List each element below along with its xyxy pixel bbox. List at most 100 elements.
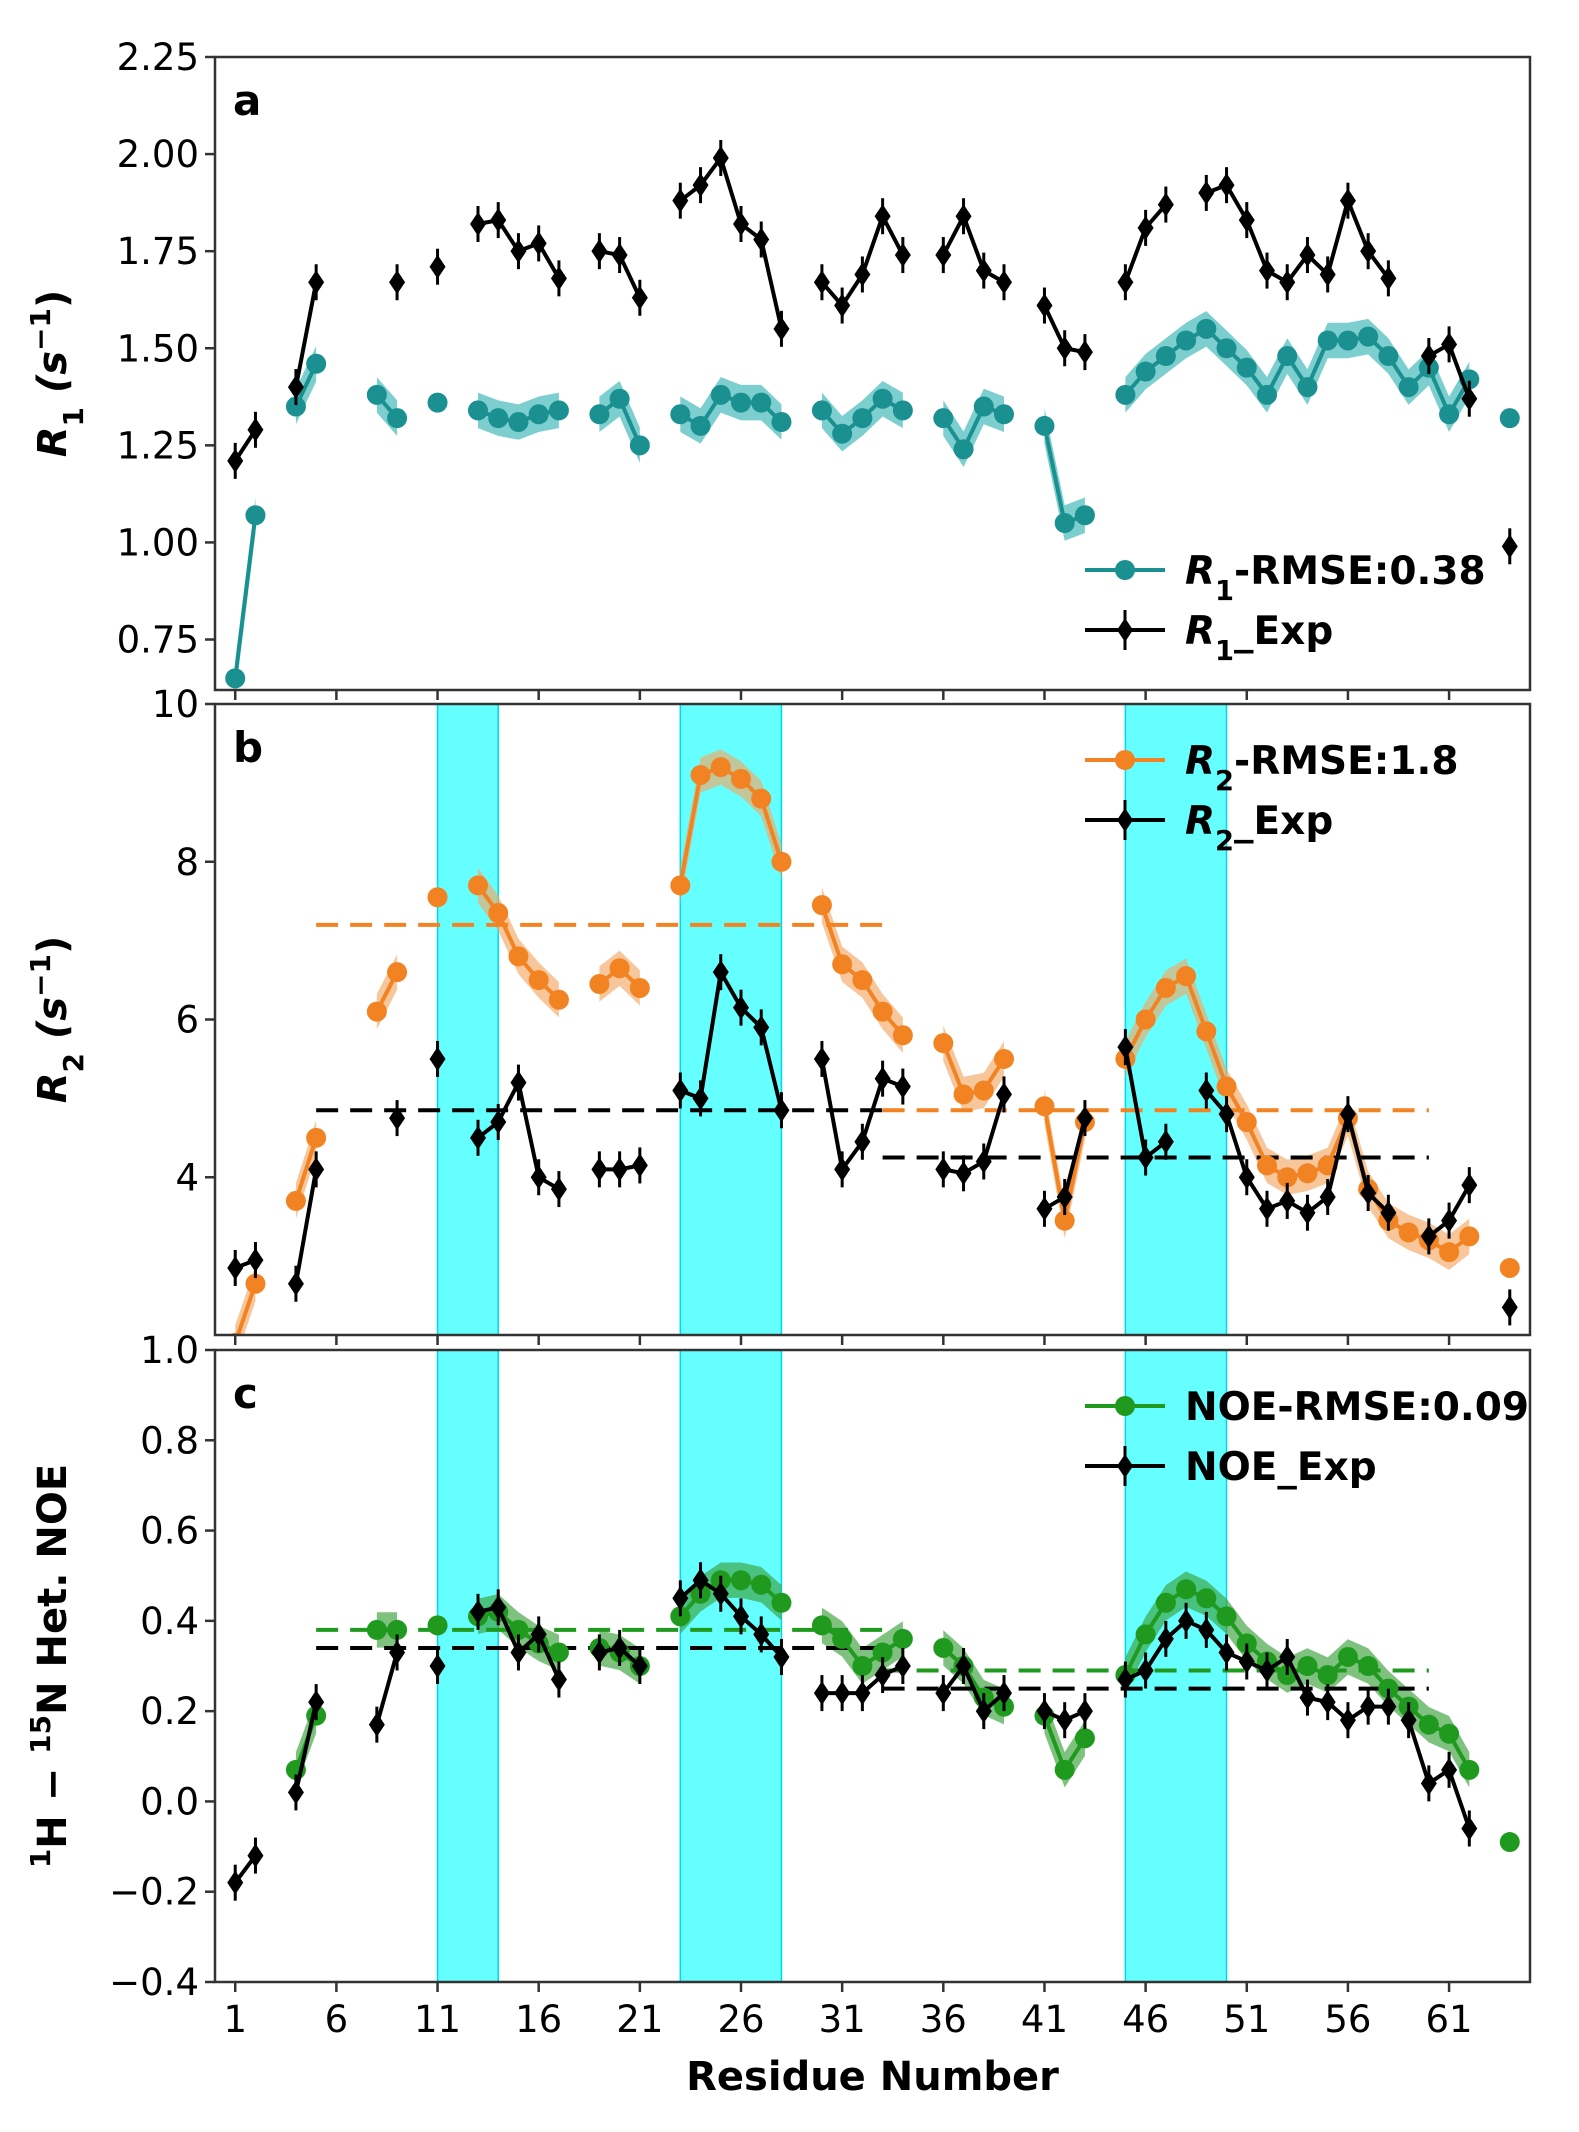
data-point [1499,1257,1520,1278]
data-point [1216,1606,1237,1627]
data-point [813,270,830,295]
data-point [609,958,630,979]
data-point [1319,1690,1336,1715]
series-line [1205,182,1390,285]
confidence-band [680,749,782,904]
data-point [874,1663,891,1688]
data-point [285,396,306,417]
series-line [941,1662,1006,1715]
legend-entry: NOE_Exp [1085,1445,1377,1490]
data-point [832,1628,853,1649]
series-line [678,764,784,886]
data-point [225,668,246,689]
data-point [490,208,507,233]
data-point [892,1628,913,1649]
data-point [1279,1644,1296,1669]
data-point [389,1106,406,1131]
panel-c-noe: −0.4−0.20.00.20.40.60.81.01 6 11 16 21 26 31 36… [24,1329,1532,2100]
data-point [1236,357,1257,378]
data-point [1218,1640,1235,1665]
data-point [1501,1295,1518,1320]
data-point [1297,1163,1318,1184]
plot-frame [213,55,1532,692]
data-point [1297,377,1318,398]
data-point [771,412,792,433]
y-tick-label: 1.0 [140,1329,199,1372]
data-point [1439,404,1460,425]
plot-area [225,139,1520,690]
data-point [753,227,770,252]
data-point [1259,1658,1275,1683]
data-point [731,768,751,789]
data-point [548,1642,569,1663]
data-point [975,1149,992,1174]
data-point [892,400,913,421]
data-point [470,1125,486,1150]
data-point [510,1640,527,1665]
series-line [235,1283,258,1335]
highlight-region [436,704,499,1335]
y-tick-label: 0.2 [140,1690,199,1733]
data-point [1259,258,1275,283]
y-tick-label: 0.8 [140,1419,199,1462]
x-axis-label: Residue Number [686,2054,1059,2100]
data-point [953,1084,974,1105]
data-point [387,962,408,983]
legend-marker [1115,750,1135,770]
data-point [508,1619,529,1640]
data-point [973,1080,994,1101]
data-point [510,1070,527,1095]
data-point [692,173,709,198]
data-point [247,417,264,442]
legend-marker [1117,1454,1133,1478]
data-point [1074,505,1095,526]
data-point [1155,1592,1176,1613]
y-tick-label: 4 [175,1156,199,1199]
data-point [832,954,853,975]
data-point [1054,1210,1075,1231]
data-point [611,1635,628,1660]
y-tick-label: 0.0 [140,1780,199,1823]
data-point [751,1574,772,1595]
y-tick-label: 0.6 [140,1510,199,1553]
data-point [387,408,408,429]
data-point [1074,1728,1095,1749]
data-point [1337,1646,1358,1667]
data-point [1135,1009,1156,1030]
data-point [773,1098,790,1123]
data-point [427,392,448,413]
y-axis-label: R2 (s−1) [24,936,90,1104]
x-tick-label: 51 [1223,1998,1270,2041]
data-point [1196,318,1217,339]
legend-marker [1117,618,1133,642]
data-point [994,1048,1014,1069]
data-point [832,423,853,444]
x-tick-label: 41 [1021,1998,1068,2041]
data-point [996,1681,1012,1706]
data-point [1337,330,1358,351]
data-point [1279,1188,1296,1213]
data-point [1398,1222,1419,1243]
data-point [1198,1078,1215,1103]
data-point [1499,1832,1520,1853]
data-point [1441,1757,1458,1782]
data-point [609,388,630,409]
confidence-band [1044,1697,1085,1788]
data-point [753,1622,770,1647]
data-point [1216,338,1237,359]
data-point [308,1690,325,1715]
data-point [366,1619,387,1640]
data-point [1076,340,1093,365]
data-point [834,293,851,318]
y-tick-label: −0.4 [109,1961,199,2004]
highlight-region [679,1350,783,1982]
data-point [490,1595,507,1620]
data-point [611,1157,628,1182]
series-line [941,1042,1006,1097]
confidence-band [1044,408,1085,541]
data-point [854,1681,871,1706]
plot-area [227,1350,1520,1982]
data-point [629,435,650,456]
legend-label: NOE-RMSE:0.09 [1185,1385,1529,1430]
